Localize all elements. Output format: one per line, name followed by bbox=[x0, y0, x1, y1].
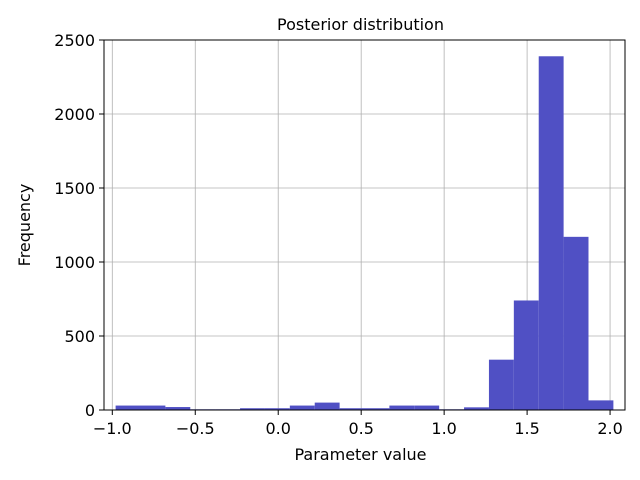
x-tick-label: 1.0 bbox=[431, 419, 456, 438]
y-tick-label: 1500 bbox=[54, 179, 95, 198]
histogram-bar bbox=[115, 405, 141, 410]
x-tick-label: 1.5 bbox=[514, 419, 539, 438]
y-axis-label: Frequency bbox=[15, 184, 34, 267]
histogram-bar bbox=[165, 407, 191, 410]
x-axis-label: Parameter value bbox=[294, 445, 426, 464]
x-axis-ticks: −1.0 −0.5 0.0 0.5 1.0 1.5 2.0 bbox=[93, 410, 623, 438]
histogram-bar bbox=[364, 408, 390, 410]
x-grid bbox=[111, 40, 611, 410]
y-tick-label: 2500 bbox=[54, 31, 95, 50]
histogram-bar bbox=[588, 400, 614, 410]
histogram-bar bbox=[314, 402, 340, 410]
histogram-bar bbox=[389, 405, 415, 410]
y-tick-label: 1000 bbox=[54, 253, 95, 272]
histogram-bar bbox=[464, 407, 489, 410]
x-tick-label: 2.0 bbox=[597, 419, 622, 438]
histogram-bar bbox=[339, 408, 365, 410]
bars bbox=[115, 56, 614, 410]
y-tick-label: 500 bbox=[64, 327, 95, 346]
histogram-bar bbox=[563, 236, 589, 410]
y-tick-label: 0 bbox=[85, 401, 95, 420]
x-tick-label: −0.5 bbox=[176, 419, 215, 438]
histogram-bar bbox=[289, 405, 315, 410]
histogram-bar bbox=[538, 56, 564, 410]
histogram-bar bbox=[414, 405, 440, 410]
y-tick-label: 2000 bbox=[54, 105, 95, 124]
histogram-bar bbox=[140, 405, 166, 410]
x-tick-label: −1.0 bbox=[93, 419, 132, 438]
histogram-bar bbox=[240, 408, 265, 410]
histogram-bar bbox=[488, 359, 514, 410]
chart-title: Posterior distribution bbox=[277, 15, 444, 34]
y-axis-ticks: 0 500 1000 1500 2000 2500 bbox=[54, 31, 104, 420]
plot-frame bbox=[103, 39, 626, 411]
histogram-bar bbox=[264, 408, 290, 410]
x-tick-label: 0.5 bbox=[348, 419, 373, 438]
histogram-bar bbox=[513, 300, 539, 410]
x-tick-label: 0.0 bbox=[265, 419, 290, 438]
